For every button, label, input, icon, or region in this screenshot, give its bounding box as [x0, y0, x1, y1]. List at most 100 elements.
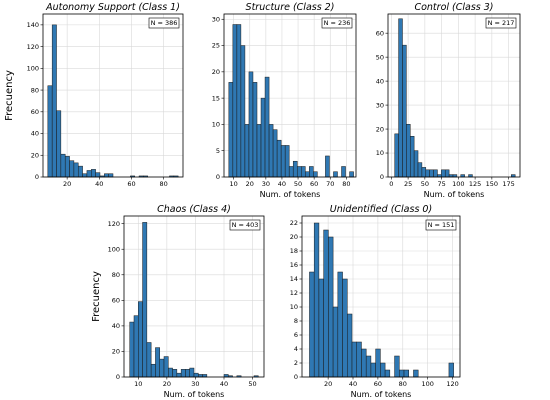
histogram-bar — [413, 369, 419, 378]
y-tick-label: 120 — [27, 43, 39, 51]
x-axis-label: Num. of tokens — [164, 390, 225, 399]
histogram-bar — [142, 222, 148, 378]
y-tick-label: 10 — [290, 303, 298, 311]
y-tick-label: 0 — [294, 373, 298, 381]
y-axis-label: Frecuency — [4, 70, 15, 121]
histogram-bar — [129, 321, 135, 378]
histogram-bar — [351, 341, 357, 378]
histogram-bar — [47, 85, 53, 178]
x-tick-label: 100 — [452, 180, 464, 188]
y-tick-label: 140 — [27, 21, 39, 29]
histogram-bar — [168, 367, 173, 378]
histogram-bar — [402, 44, 407, 178]
y-tick-label: 14 — [290, 275, 298, 283]
histogram-bar — [108, 173, 114, 178]
n-annotation-label: N = 151 — [428, 221, 455, 229]
histogram-bar — [288, 166, 294, 178]
histogram-bar — [95, 172, 101, 178]
x-tick-label: 125 — [469, 180, 481, 188]
y-tick-label: 0 — [116, 373, 120, 381]
y-tick-label: 0 — [35, 173, 39, 181]
histogram-bar — [413, 150, 419, 178]
y-tick-label: 20 — [31, 151, 39, 159]
y-tick-label: 40 — [376, 77, 384, 85]
chart-title: Chaos (Class 4) — [157, 204, 231, 215]
histogram-bar — [337, 271, 343, 378]
histogram-bar — [150, 363, 156, 378]
y-tick-label: 6 — [294, 331, 298, 339]
y-tick-label: 10 — [212, 121, 220, 129]
histogram-bar — [429, 169, 434, 178]
histogram-bar — [433, 169, 438, 178]
chart-title: Control (Class 3) — [414, 2, 493, 13]
histogram-bar — [104, 173, 109, 178]
x-tick-label: 75 — [437, 180, 445, 188]
histogram-bar — [77, 165, 83, 178]
histogram-bar — [172, 369, 178, 378]
chart-title: Autonomy Support (Class 1) — [45, 2, 180, 13]
x-tick-label: 30 — [191, 380, 199, 388]
y-tick-label: 0 — [216, 173, 220, 181]
histogram-bar — [370, 362, 376, 378]
y-tick-label: 100 — [27, 65, 39, 73]
x-axis-label: Num. of tokens — [351, 390, 412, 399]
x-tick-label: 50 — [248, 380, 256, 388]
x-tick-label: 30 — [262, 180, 270, 188]
histogram-bar — [240, 45, 246, 178]
y-tick-label: 80 — [31, 86, 39, 94]
histogram-bar — [441, 169, 446, 178]
histogram-bar — [394, 133, 399, 178]
y-tick-label: 5 — [216, 147, 220, 155]
histogram-bar — [296, 166, 302, 178]
n-annotation-label: N = 403 — [232, 221, 259, 229]
histogram-bar — [91, 169, 96, 178]
histogram-bar — [347, 313, 353, 378]
histogram-bar — [138, 301, 143, 378]
histogram-bar — [406, 124, 411, 178]
histogram-bar — [403, 369, 409, 378]
histogram-bar — [417, 162, 423, 178]
histogram-bar — [248, 71, 254, 178]
histogram-bar — [86, 170, 92, 178]
histogram-bar — [309, 271, 315, 378]
y-tick-label: 18 — [290, 247, 298, 255]
x-tick-label: 25 — [404, 180, 412, 188]
histogram-bar — [236, 24, 242, 178]
x-tick-label: 120 — [446, 380, 458, 388]
histogram-bar — [356, 341, 362, 378]
y-tick-label: 15 — [212, 94, 220, 102]
histogram-bar — [398, 18, 403, 178]
x-tick-label: 20 — [246, 180, 254, 188]
n-annotation-box — [321, 17, 353, 29]
histogram-bar — [260, 97, 266, 178]
histogram-bar — [313, 171, 318, 178]
x-tick-label: 20 — [163, 380, 171, 388]
histogram-bar — [301, 166, 306, 178]
y-tick-label: 22 — [290, 219, 298, 227]
x-tick-label: 10 — [134, 380, 142, 388]
axes-frame — [301, 215, 461, 378]
x-tick-label: 40 — [95, 180, 103, 188]
histogram-bar — [280, 145, 286, 178]
histogram-bar — [292, 160, 298, 178]
n-annotation-label: N = 236 — [324, 19, 351, 27]
histogram-bar — [325, 155, 330, 178]
axes-frame — [387, 13, 521, 178]
x-tick-label: 50 — [294, 180, 302, 188]
histogram-bar — [244, 124, 250, 178]
y-tick-label: 2 — [294, 359, 298, 367]
n-annotation-box — [148, 17, 180, 29]
x-tick-label: 80 — [399, 380, 407, 388]
histogram-bar — [394, 355, 400, 378]
histogram-bar — [375, 348, 381, 378]
histogram-panel-1: 0 20 40 60 80 100 120 140 20 40 60 80 Autonomy Suppo… — [4, 2, 184, 188]
x-tick-label: 150 — [486, 180, 498, 188]
axes-frame — [42, 13, 184, 178]
n-annotation-label: N = 386 — [151, 19, 178, 27]
histogram-bar — [276, 139, 282, 178]
histogram-panel-5: 0 2 4 6 8 10 12 14 16 18 20 22 20 40 60 80 100 120 Unident… — [290, 204, 461, 399]
histogram-bar — [51, 24, 57, 178]
histogram-bar — [272, 129, 278, 178]
y-tick-label: 10 — [376, 149, 384, 157]
